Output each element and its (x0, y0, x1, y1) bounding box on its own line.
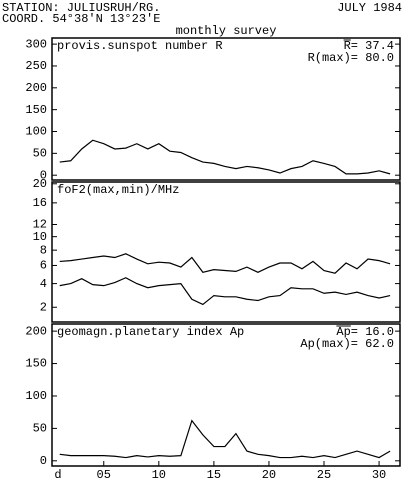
data-line (59, 277, 391, 306)
annotation: R= 37.4 (344, 39, 394, 53)
y-tick-label: 50 (33, 422, 47, 436)
plot-frame (51, 181, 401, 323)
y-tick-label: 50 (33, 147, 47, 161)
y-tick-label: 100 (25, 125, 47, 139)
y-tick-label: 8 (40, 243, 47, 257)
station: STATION: JULIUSRUH/RG. (2, 1, 160, 15)
y-tick-label: 4 (40, 277, 47, 291)
data-line (59, 253, 391, 274)
plot-frame (51, 37, 401, 181)
y-tick-label: 2 (40, 300, 47, 314)
y-tick-label: 0 (40, 454, 47, 468)
data-line (59, 139, 391, 175)
annotation: R(max)= 80.0 (308, 51, 394, 65)
y-tick-label: 0 (40, 168, 47, 182)
y-tick-label: 200 (25, 81, 47, 95)
x-tick-label: 15 (207, 468, 221, 480)
y-tick-label: 16 (33, 196, 47, 210)
annotation: Ap(max)= 62.0 (300, 337, 394, 351)
x-tick-label: 10 (152, 468, 166, 480)
annotation: Ap= 16.0 (336, 325, 394, 339)
panel-title: provis.sunspot number R (57, 39, 223, 53)
y-tick-label: 150 (25, 103, 47, 117)
y-tick-label: 10 (33, 230, 47, 244)
x-tick-label: 05 (97, 468, 111, 480)
subtitle: monthly survey (176, 24, 277, 38)
panel-title: foF2(max,min)/MHz (57, 183, 179, 197)
x-tick-label: 30 (372, 468, 386, 480)
y-tick-label: 300 (25, 37, 47, 51)
plot-frame (51, 323, 401, 467)
y-tick-label: 100 (25, 389, 47, 403)
y-tick-label: 12 (33, 218, 47, 232)
x-axis-label: d (54, 468, 61, 480)
y-tick-label: 6 (40, 259, 47, 273)
data-line (59, 419, 391, 459)
y-tick-label: 150 (25, 357, 47, 371)
y-tick-label: 200 (25, 324, 47, 338)
y-tick-label: 20 (33, 177, 47, 191)
date: JULY 1984 (337, 1, 402, 15)
x-tick-label: 20 (262, 468, 276, 480)
x-tick-label: 25 (317, 468, 331, 480)
panel-title: geomagn.planetary index Ap (57, 325, 244, 339)
y-tick-label: 250 (25, 59, 47, 73)
coord: COORD. 54°38'N 13°23'E (2, 12, 160, 26)
